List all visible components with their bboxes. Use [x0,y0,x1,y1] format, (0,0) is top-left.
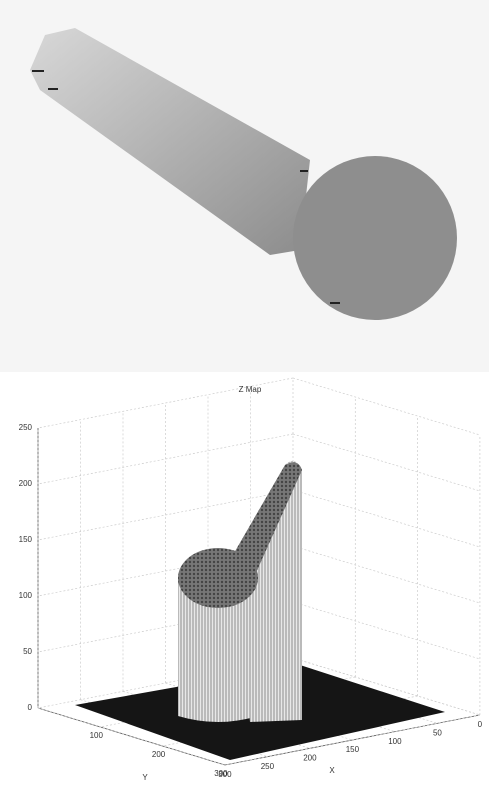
grid-line [293,378,480,435]
z-tick-label: 250 [19,423,33,432]
grid-line [293,602,480,659]
x-tick-label: 250 [261,762,275,771]
surface-plot: 3002001003002502001501005002502001501005… [19,378,483,782]
x-axis-label: X [329,766,335,775]
x-tick-label: 300 [218,770,232,779]
figure: 3002001003002502001501005002502001501005… [0,0,489,789]
z-tick-label: 100 [19,591,33,600]
y-tick-label: 200 [152,750,166,759]
x-tick-label: 100 [388,737,402,746]
x-tick-label: 150 [346,745,360,754]
grid-line [293,434,480,491]
grid-line [293,546,480,603]
y-tick-label: 100 [90,731,104,740]
x-tick-label: 50 [433,728,442,737]
x-tick-label: 0 [478,720,483,729]
z-tick-label: 150 [19,535,33,544]
chart-title: Z Map [239,385,262,394]
depth-image [0,0,489,372]
z-tick-label: 0 [28,703,33,712]
x-tick-label: 200 [303,753,317,762]
grid-line [293,490,480,547]
z-tick-label: 200 [19,479,33,488]
y-axis-label: Y [142,773,148,782]
cylinder-top [178,548,258,608]
z-tick-label: 50 [23,647,32,656]
